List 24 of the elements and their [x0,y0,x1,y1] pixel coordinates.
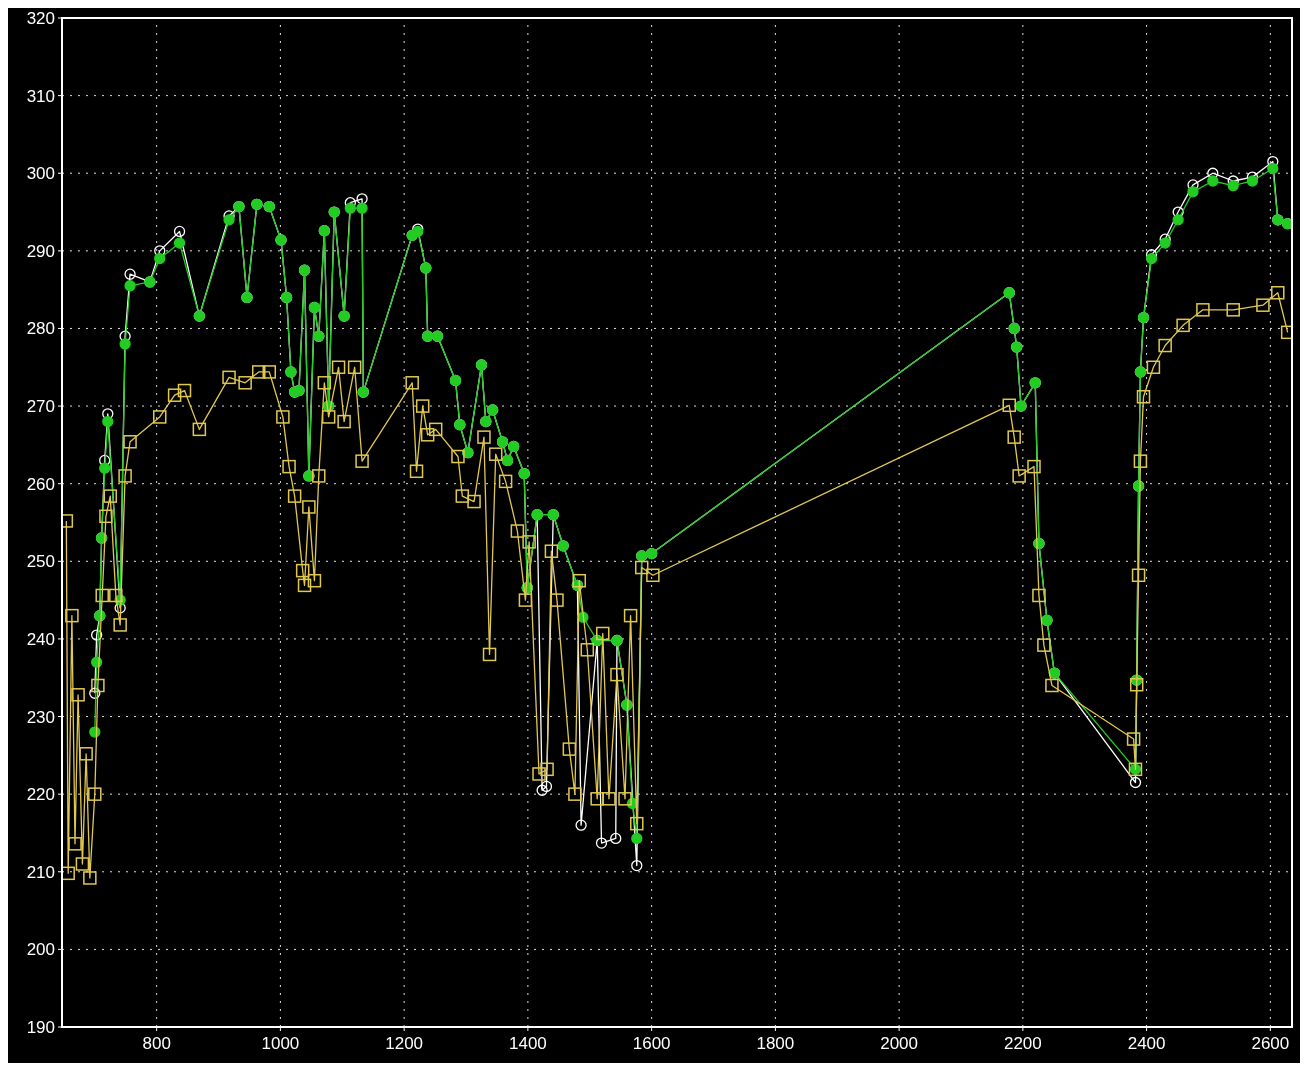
x-tick-label: 1400 [508,1034,547,1053]
x-tick-label: 1200 [385,1034,424,1053]
y-tick-label: 280 [26,319,55,339]
x-tick-label: 1800 [756,1034,795,1053]
y-tick-label: 190 [26,1018,55,1037]
y-tick-label: 200 [26,940,55,960]
y-tick-label: 230 [26,707,55,727]
y-tick-label: 240 [26,629,55,649]
x-tick-label: 2400 [1127,1034,1166,1053]
y-tick-label: 300 [26,164,55,184]
x-tick-label: 1000 [261,1034,300,1053]
y-tick-label: 220 [26,785,55,805]
y-tick-label: 320 [26,9,55,28]
y-tick-label: 290 [26,241,55,261]
y-tick-label: 250 [26,552,55,572]
x-tick-label: 2600 [1251,1034,1290,1053]
x-tick-label: 1600 [632,1034,671,1053]
y-tick-label: 210 [26,862,55,882]
y-tick-label: 310 [26,86,55,106]
y-tick-label: 270 [26,397,55,417]
x-tick-label: 2200 [1003,1034,1042,1053]
x-tick-label: 800 [142,1034,171,1053]
y-tick-label: 260 [26,474,55,494]
x-tick-label: 2000 [880,1034,919,1053]
